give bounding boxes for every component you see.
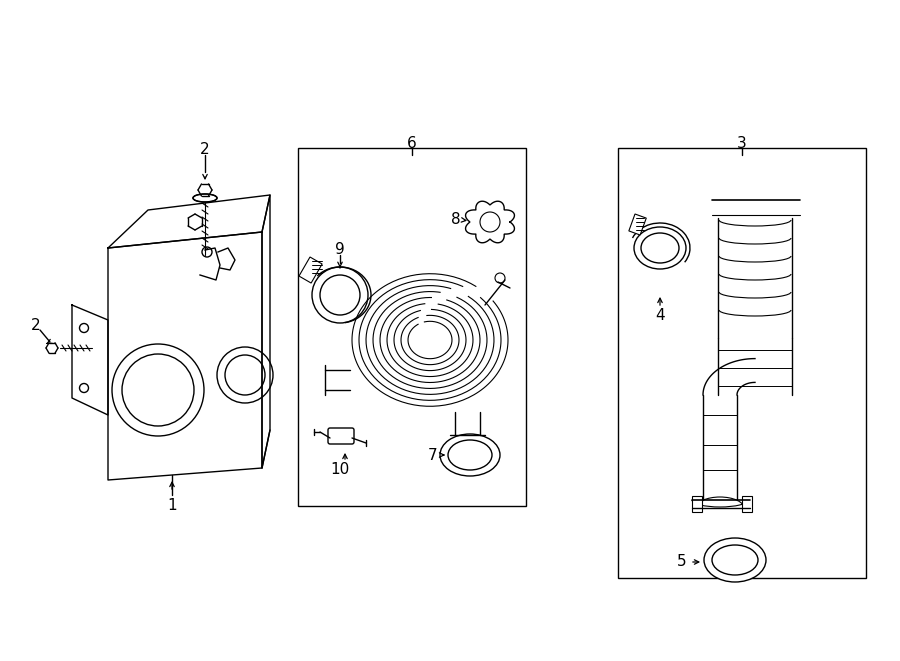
Circle shape: [312, 267, 368, 323]
Bar: [629, 214, 646, 235]
Text: 7: 7: [428, 447, 437, 463]
Bar: [618, 148, 866, 578]
Text: 4: 4: [655, 307, 665, 323]
Text: 6: 6: [407, 136, 417, 151]
Text: 3: 3: [737, 136, 747, 151]
Text: 1: 1: [167, 498, 176, 512]
Text: 5: 5: [677, 555, 687, 570]
Text: 10: 10: [330, 463, 349, 477]
Text: 2: 2: [200, 143, 210, 157]
FancyBboxPatch shape: [328, 428, 354, 444]
Bar: [298, 148, 526, 506]
Text: 9: 9: [335, 243, 345, 258]
Text: 2: 2: [32, 317, 40, 332]
Text: 8: 8: [451, 212, 461, 227]
Ellipse shape: [634, 227, 686, 269]
Ellipse shape: [440, 434, 500, 476]
Bar: [299, 257, 322, 283]
Ellipse shape: [704, 538, 766, 582]
Ellipse shape: [193, 194, 217, 202]
Bar: [742, 496, 752, 512]
Bar: [692, 496, 702, 512]
